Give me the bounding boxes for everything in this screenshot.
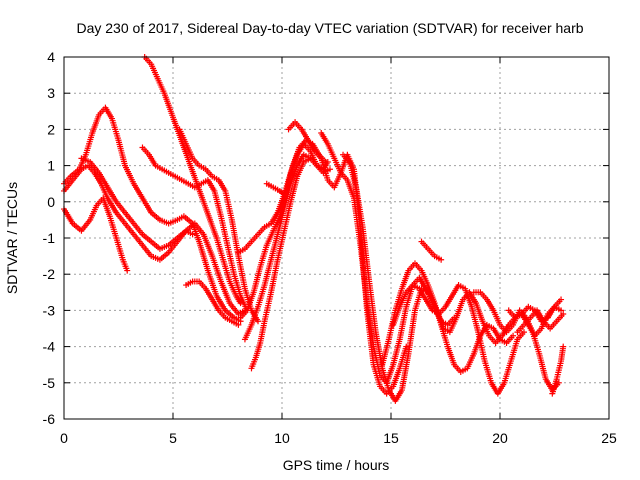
y-tick-label: -2 <box>43 266 56 282</box>
data-series <box>549 343 567 397</box>
y-tick-label: -3 <box>43 302 56 318</box>
x-tick-label: 0 <box>60 430 68 446</box>
data-series <box>505 296 565 325</box>
data-series <box>241 151 331 343</box>
data-point <box>520 329 527 336</box>
data-point <box>560 311 567 318</box>
data-series <box>61 104 244 325</box>
data-series <box>248 155 314 372</box>
data-point <box>235 321 242 328</box>
y-tick-label: 0 <box>47 194 55 210</box>
x-tick-label: 20 <box>492 430 508 446</box>
data-point <box>281 191 288 198</box>
data-point <box>403 343 410 350</box>
data-series-group <box>61 54 567 404</box>
y-tick-label: 1 <box>47 158 55 174</box>
data-point <box>510 332 517 339</box>
data-series <box>318 130 429 386</box>
data-point <box>124 267 131 274</box>
y-tick-label: -5 <box>43 375 56 391</box>
data-series <box>418 238 445 263</box>
data-point <box>558 307 565 314</box>
data-series <box>139 144 251 314</box>
data-series <box>176 126 262 325</box>
y-axis-label: SDTVAR / TECUs <box>4 182 20 294</box>
x-tick-label: 15 <box>383 430 399 446</box>
data-point <box>307 155 314 162</box>
y-tick-label: -1 <box>43 230 56 246</box>
data-point <box>560 343 567 350</box>
data-series <box>263 180 288 198</box>
data-series <box>470 289 562 394</box>
data-series <box>514 307 567 336</box>
x-tick-label: 10 <box>274 430 290 446</box>
data-point <box>324 158 331 165</box>
y-tick-label: -6 <box>43 411 56 427</box>
x-axis-ticks: 0 5 10 15 20 25 <box>60 57 617 446</box>
data-point <box>438 256 445 263</box>
x-tick-label: 25 <box>601 430 617 446</box>
data-point <box>326 166 333 173</box>
x-tick-label: 5 <box>169 430 177 446</box>
y-axis-ticks: -6 -5 -4 -3 -2 -1 0 1 2 3 4 <box>43 49 609 427</box>
data-point <box>189 231 196 238</box>
y-tick-label: 3 <box>47 85 55 101</box>
data-series <box>183 278 242 328</box>
y-tick-label: 2 <box>47 121 55 137</box>
chart-title: Day 230 of 2017, Sidereal Day-to-day VTE… <box>76 20 583 36</box>
data-series <box>78 155 248 318</box>
x-axis-label: GPS time / hours <box>283 457 390 473</box>
data-point <box>558 296 565 303</box>
y-tick-label: 4 <box>47 49 55 65</box>
data-point <box>237 300 244 307</box>
data-series <box>390 282 527 397</box>
data-series <box>61 195 131 274</box>
data-point <box>255 318 262 325</box>
y-tick-label: -4 <box>43 339 56 355</box>
